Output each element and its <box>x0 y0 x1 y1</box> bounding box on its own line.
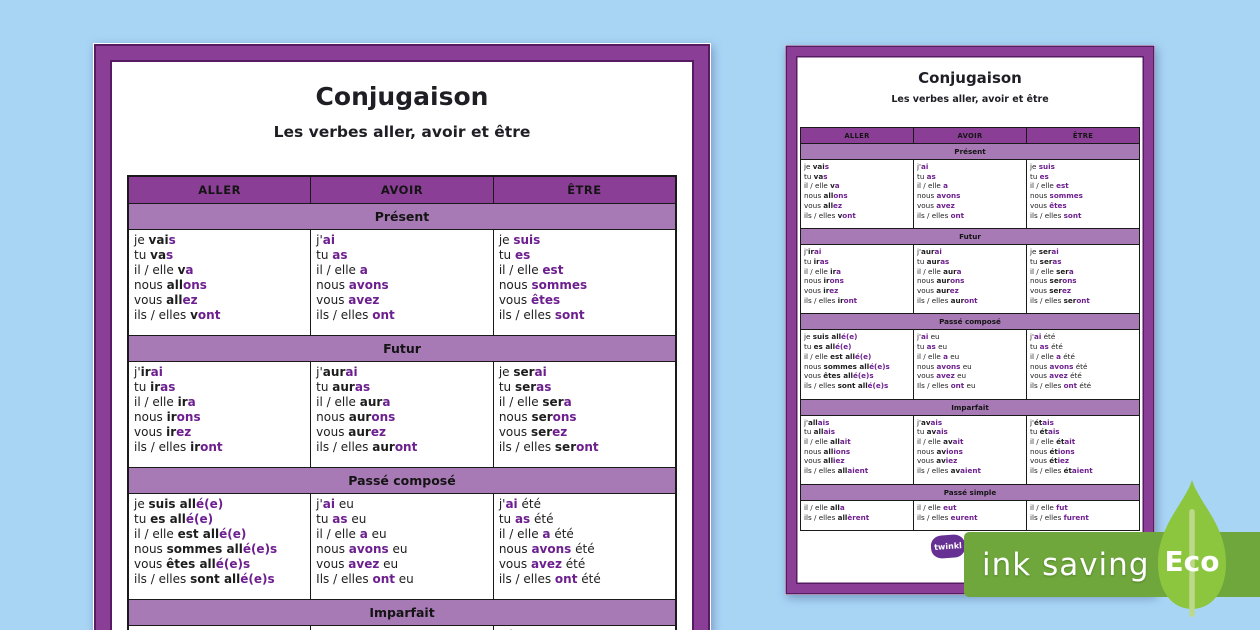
conjugation-cell: je suis tu es il / elle est nous sommes vous… <box>492 229 677 336</box>
conjugation-cell: j'ai été tu as été il / elle a été nous avo… <box>1026 329 1140 400</box>
conjugation-cell: je suis allé(e) tu es allé(e) il / elle es… <box>800 329 914 400</box>
column-header: ÊTRE <box>1026 127 1140 144</box>
conjugation-table: ALLER AVOIR ÊTRE Présent je vais tu vas il / e… <box>800 127 1140 532</box>
eco-leaf-icon: Eco <box>1158 480 1226 617</box>
tense-header: Futur <box>800 228 1140 246</box>
tense-header: Imparfait <box>800 398 1140 416</box>
column-header: ÊTRE <box>492 175 677 204</box>
leaf-vein <box>1189 509 1195 617</box>
conjugation-cell: j'ai eu tu as eu il / elle a eu nous avons … <box>310 493 494 600</box>
conjugation-cell: j'ai tu as il / elle a nous avons vous avez i… <box>913 158 1027 230</box>
conjugation-cell: il / elle alla ils / elles allèrent <box>800 499 914 532</box>
conjugation-cell: j'irai tu iras il / elle ira nous irons vous… <box>800 244 914 315</box>
twinkl-logo: twinkl <box>930 533 966 560</box>
conjugation-cell: j'irai tu iras il / elle ira nous irons vous… <box>127 361 312 468</box>
tense-header: Passé simple <box>800 483 1140 501</box>
conjugation-cell: je vais tu vas il / elle va nous allons vous… <box>800 158 914 230</box>
poster-large: Conjugaison Les verbes aller, avoir et ê… <box>93 43 711 630</box>
column-header: ALLER <box>127 175 312 204</box>
conjugation-cell: j'aurai tu auras il / elle aura nous aurons… <box>913 244 1027 315</box>
conjugation-cell: je serai tu seras il / elle sera nous seron… <box>492 361 677 468</box>
poster-title: Conjugaison <box>918 69 1022 87</box>
conjugation-cell: j'ai eu tu as eu il / elle a eu nous avons … <box>913 329 1027 400</box>
poster-subtitle: Les verbes aller, avoir et être <box>891 94 1049 105</box>
conjugation-cell: il / elle eut ils / elles eurent <box>913 499 1027 532</box>
conjugation-cell: je suis tu es il / elle est nous sommes vous… <box>1026 158 1140 230</box>
conjugation-table: ALLER AVOIR ÊTRE Présent je vais tu vas il / e… <box>127 175 677 630</box>
poster-small: Conjugaison Les verbes aller, avoir et ê… <box>785 45 1155 595</box>
conjugation-cell: je vais tu vas il / elle va nous allons vous… <box>127 229 312 336</box>
tense-header: Présent <box>800 143 1140 160</box>
tense-header: Passé composé <box>800 313 1140 331</box>
conjugation-cell: j'aurai tu auras il / elle aura nous aurons… <box>310 361 494 468</box>
tense-header: Présent <box>127 203 677 230</box>
column-header: AVOIR <box>310 175 494 204</box>
conjugation-cell: je serai tu seras il / elle sera nous seron… <box>1026 244 1140 315</box>
conjugation-cell: j'ai tu as il / elle a nous avons vous avez i… <box>310 229 494 336</box>
column-header: AVOIR <box>913 127 1027 144</box>
column-header: ALLER <box>800 127 914 144</box>
poster-title: Conjugaison <box>315 82 489 111</box>
poster-large-frame: Conjugaison Les verbes aller, avoir et ê… <box>96 46 708 630</box>
eco-label: Eco <box>1165 545 1220 578</box>
conjugation-cell: j'ai été tu as été il / elle a été nous avo… <box>492 493 677 600</box>
conjugation-cell: je suis allé(e) tu es allé(e) il / elle es… <box>127 493 312 600</box>
tense-header: Imparfait <box>127 599 677 626</box>
tense-header: Passé composé <box>127 467 677 494</box>
tense-header: Futur <box>127 335 677 362</box>
poster-subtitle: Les verbes aller, avoir et être <box>273 123 531 141</box>
twinkl-logo-text: twinkl <box>933 541 963 552</box>
ink-saving-label: ink saving <box>982 546 1150 583</box>
poster-small-frame: Conjugaison Les verbes aller, avoir et ê… <box>787 47 1153 593</box>
conjugation-cell: il / elle fut ils / elles furent <box>1026 499 1140 532</box>
